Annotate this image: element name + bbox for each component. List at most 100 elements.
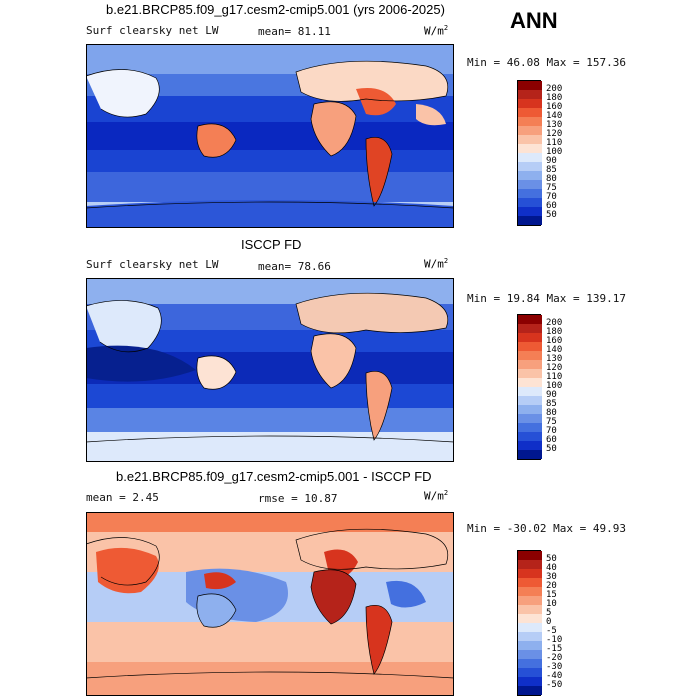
- colorbar-tick-label: 100: [546, 147, 563, 157]
- colorbar-swatch: [518, 450, 542, 459]
- panel-2-minmax: Min = 19.84 Max = 139.17: [467, 292, 626, 305]
- colorbar-swatch: [518, 578, 542, 587]
- panel-2-map: [86, 278, 454, 462]
- panel-2-colorbar-swatches: [517, 314, 542, 460]
- colorbar-tick-label: 140: [546, 345, 563, 355]
- colorbar-swatch: [518, 686, 542, 695]
- panel-1-units: W/m2: [424, 24, 449, 38]
- colorbar-tick-label: 80: [546, 408, 557, 418]
- colorbar-tick-label: 140: [546, 111, 563, 121]
- colorbar-swatch: [518, 189, 542, 198]
- colorbar-tick-label: 200: [546, 318, 563, 328]
- panel-1-mean: mean= 81.11: [258, 25, 331, 38]
- colorbar-tick-label: -50: [546, 680, 563, 690]
- colorbar-tick-label: 180: [546, 327, 563, 337]
- colorbar-swatch: [518, 144, 542, 153]
- colorbar-tick-label: 75: [546, 417, 557, 427]
- panel-2-variable-label: Surf clearsky net LW: [86, 258, 219, 271]
- colorbar-swatch: [518, 216, 542, 225]
- colorbar-tick-label: -40: [546, 671, 563, 681]
- colorbar-swatch: [518, 668, 542, 677]
- colorbar-tick-label: 60: [546, 435, 557, 445]
- colorbar-swatch: [518, 587, 542, 596]
- colorbar-swatch: [518, 387, 542, 396]
- colorbar-swatch: [518, 596, 542, 605]
- colorbar-swatch: [518, 641, 542, 650]
- colorbar-tick-label: 70: [546, 192, 557, 202]
- panel-3-mean: mean = 2.45: [86, 491, 159, 504]
- panel-3-colorbar: [517, 550, 542, 696]
- colorbar-swatch: [518, 432, 542, 441]
- colorbar-tick-label: 50: [546, 444, 557, 454]
- colorbar-swatch: [518, 153, 542, 162]
- panel-2-title: ISCCP FD: [241, 237, 302, 252]
- colorbar-swatch: [518, 99, 542, 108]
- colorbar-swatch: [518, 560, 542, 569]
- panel-3-colorbar-swatches: [517, 550, 542, 696]
- colorbar-swatch: [518, 180, 542, 189]
- panel-3-rmse: rmse = 10.87: [258, 492, 338, 505]
- colorbar-swatch: [518, 659, 542, 668]
- panel-2-mean: mean= 78.66: [258, 260, 331, 273]
- colorbar-tick-label: 10: [546, 599, 557, 609]
- panel-3-minmax: Min = -30.02 Max = 49.93: [467, 522, 626, 535]
- panel-1-map: [86, 44, 454, 228]
- colorbar-swatch: [518, 126, 542, 135]
- colorbar-tick-label: 85: [546, 399, 557, 409]
- colorbar-swatch: [518, 90, 542, 99]
- colorbar-swatch: [518, 171, 542, 180]
- colorbar-swatch: [518, 677, 542, 686]
- colorbar-tick-label: -20: [546, 653, 563, 663]
- colorbar-tick-label: 200: [546, 84, 563, 94]
- colorbar-swatch: [518, 623, 542, 632]
- colorbar-swatch: [518, 650, 542, 659]
- colorbar-swatch: [518, 81, 542, 90]
- colorbar-tick-label: -10: [546, 635, 563, 645]
- panel-3-map: [86, 512, 454, 696]
- colorbar-swatch: [518, 414, 542, 423]
- colorbar-swatch: [518, 405, 542, 414]
- colorbar-tick-label: 100: [546, 381, 563, 391]
- colorbar-tick-label: 50: [546, 554, 557, 564]
- panel-3-title: b.e21.BRCP85.f09_g17.cesm2-cmip5.001 - I…: [116, 469, 432, 484]
- colorbar-tick-label: 160: [546, 102, 563, 112]
- colorbar-tick-label: 0: [546, 617, 552, 627]
- colorbar-swatch: [518, 315, 542, 324]
- colorbar-tick-label: 30: [546, 572, 557, 582]
- panel-1-colorbar-swatches: [517, 80, 542, 226]
- colorbar-tick-label: 120: [546, 129, 563, 139]
- panel-1-map-svg: [86, 44, 454, 228]
- colorbar-tick-label: 20: [546, 581, 557, 591]
- colorbar-tick-label: 110: [546, 138, 563, 148]
- panel-1-colorbar: [517, 80, 542, 226]
- colorbar-tick-label: 130: [546, 354, 563, 364]
- colorbar-tick-label: 60: [546, 201, 557, 211]
- colorbar-tick-label: 70: [546, 426, 557, 436]
- colorbar-swatch: [518, 369, 542, 378]
- colorbar-tick-label: 85: [546, 165, 557, 175]
- colorbar-swatch: [518, 632, 542, 641]
- panel-2-units: W/m2: [424, 257, 449, 271]
- season-label: ANN: [510, 8, 558, 33]
- colorbar-tick-label: 15: [546, 590, 557, 600]
- colorbar-tick-label: 90: [546, 390, 557, 400]
- colorbar-swatch: [518, 198, 542, 207]
- colorbar-tick-label: -5: [546, 626, 557, 636]
- colorbar-tick-label: 180: [546, 93, 563, 103]
- colorbar-tick-label: 40: [546, 563, 557, 573]
- panel-2-map-svg: [86, 278, 454, 462]
- colorbar-swatch: [518, 351, 542, 360]
- panel-1-title: b.e21.BRCP85.f09_g17.cesm2-cmip5.001 (yr…: [106, 2, 445, 17]
- colorbar-swatch: [518, 360, 542, 369]
- panel-2-colorbar: [517, 314, 542, 460]
- panel-3-map-svg: [86, 512, 454, 696]
- colorbar-tick-label: 120: [546, 363, 563, 373]
- colorbar-swatch: [518, 569, 542, 578]
- colorbar-tick-label: 5: [546, 608, 552, 618]
- colorbar-swatch: [518, 441, 542, 450]
- colorbar-swatch: [518, 324, 542, 333]
- colorbar-swatch: [518, 117, 542, 126]
- panel-1-minmax: Min = 46.08 Max = 157.36: [467, 56, 626, 69]
- colorbar-swatch: [518, 135, 542, 144]
- colorbar-swatch: [518, 342, 542, 351]
